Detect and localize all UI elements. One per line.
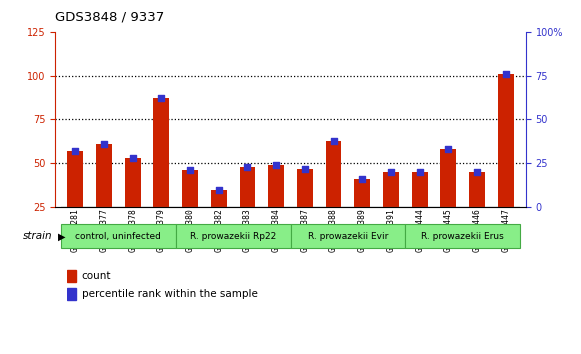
FancyBboxPatch shape: [406, 224, 520, 248]
Bar: [440, 149, 456, 207]
Point: [271, 162, 281, 168]
Bar: [153, 98, 169, 207]
Text: count: count: [82, 271, 111, 281]
Bar: [297, 169, 313, 207]
Point: [99, 141, 109, 147]
Point: [185, 167, 195, 173]
Point: [71, 148, 80, 154]
Bar: [412, 172, 428, 207]
Text: R. prowazekii Evir: R. prowazekii Evir: [308, 232, 388, 241]
Point: [472, 169, 482, 175]
Bar: [354, 179, 370, 207]
Bar: [469, 172, 485, 207]
Point: [214, 187, 224, 193]
Bar: [383, 172, 399, 207]
Text: ▶: ▶: [58, 231, 66, 241]
Bar: [67, 270, 76, 281]
Point: [386, 169, 396, 175]
Point: [444, 147, 453, 152]
Text: R. prowazekii Rp22: R. prowazekii Rp22: [190, 232, 276, 241]
Point: [243, 164, 252, 170]
FancyBboxPatch shape: [290, 224, 406, 248]
Bar: [182, 170, 198, 207]
Point: [501, 71, 510, 77]
Bar: [67, 151, 83, 207]
Point: [329, 138, 338, 143]
Point: [357, 176, 367, 182]
Text: percentile rank within the sample: percentile rank within the sample: [82, 289, 257, 299]
Text: GDS3848 / 9337: GDS3848 / 9337: [55, 11, 164, 24]
Point: [415, 169, 424, 175]
Text: strain: strain: [23, 231, 52, 241]
Bar: [239, 167, 255, 207]
Bar: [326, 141, 342, 207]
Point: [157, 96, 166, 101]
FancyBboxPatch shape: [175, 224, 290, 248]
Bar: [96, 144, 112, 207]
Bar: [498, 74, 514, 207]
Text: control, uninfected: control, uninfected: [76, 232, 162, 241]
Text: R. prowazekii Erus: R. prowazekii Erus: [421, 232, 504, 241]
Bar: [268, 165, 284, 207]
Bar: [67, 289, 76, 300]
Bar: [211, 190, 227, 207]
Point: [300, 166, 310, 171]
FancyBboxPatch shape: [61, 224, 175, 248]
Bar: [125, 158, 141, 207]
Point: [128, 155, 137, 161]
